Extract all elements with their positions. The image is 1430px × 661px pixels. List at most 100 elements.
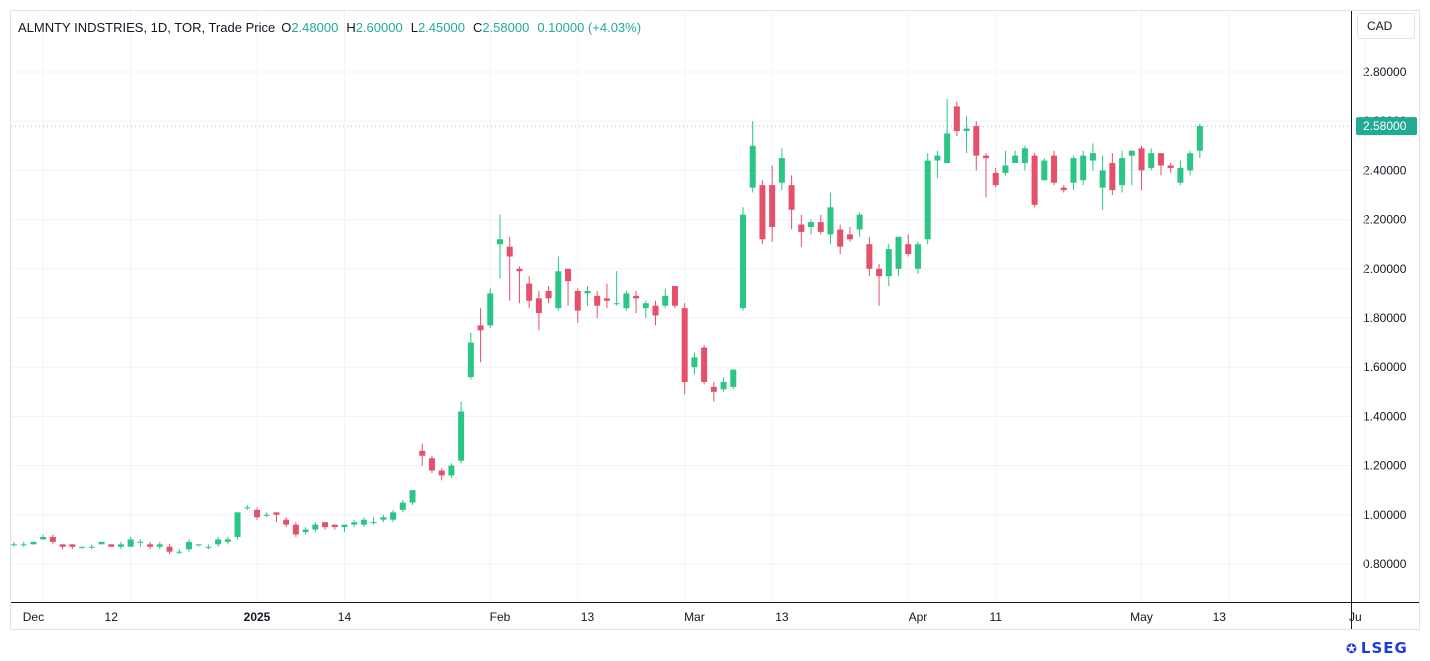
candle: [487, 288, 494, 328]
candle: [1196, 123, 1203, 159]
lseg-logo-text: LSEG: [1360, 639, 1408, 657]
candle: [166, 544, 173, 555]
candle: [254, 507, 260, 520]
candle: [1012, 150, 1019, 164]
close-label: C: [472, 20, 483, 35]
candle: [156, 541, 163, 550]
candle: [973, 121, 980, 171]
y-tick-label: 1.60000: [1363, 360, 1407, 374]
candle: [671, 286, 678, 309]
candle-body: [341, 524, 348, 528]
candle: [710, 381, 717, 402]
x-tick-label: Feb: [490, 610, 511, 624]
candle: [953, 101, 960, 136]
y-tick-label: 1.20000: [1363, 459, 1407, 473]
candle-body: [69, 544, 76, 547]
candle-body: [526, 283, 533, 301]
candle: [477, 308, 484, 363]
candle-body: [1109, 163, 1116, 191]
candle: [341, 524, 348, 533]
candle-body: [506, 246, 513, 257]
candle: [740, 207, 746, 311]
candle-body: [769, 185, 776, 227]
candle: [691, 352, 698, 375]
currency-button[interactable]: CAD: [1357, 13, 1415, 39]
candle: [283, 517, 290, 528]
candle: [1119, 150, 1126, 193]
candle: [1138, 145, 1145, 191]
candle-body: [438, 470, 445, 476]
candle-body: [759, 185, 766, 240]
candle-body: [817, 222, 824, 232]
candle-body: [730, 369, 737, 387]
candle-body: [594, 295, 601, 306]
y-tick-label: 2.20000: [1363, 213, 1407, 227]
candle-body: [419, 450, 426, 456]
candle: [1148, 148, 1155, 171]
candle-body: [360, 519, 367, 525]
candle: [234, 512, 241, 540]
x-tick-label: May: [1130, 610, 1153, 624]
candle: [924, 153, 931, 245]
candle-body: [312, 524, 319, 530]
candle-body: [147, 544, 154, 547]
candle-body: [428, 458, 435, 471]
candle: [769, 165, 776, 242]
candle-body: [487, 293, 494, 326]
candle-body: [681, 308, 688, 382]
candle-body: [117, 544, 124, 547]
candle: [428, 455, 435, 473]
candle-body: [399, 502, 406, 510]
candle: [963, 116, 970, 154]
candle: [642, 300, 649, 318]
high-label: H: [346, 20, 356, 35]
candle: [545, 286, 552, 304]
candle: [79, 546, 86, 550]
x-tick-label: 13: [775, 610, 789, 624]
candle-body: [953, 106, 960, 132]
candle: [817, 214, 824, 235]
candle: [419, 443, 426, 466]
candle-body: [691, 357, 698, 368]
candle: [837, 224, 844, 255]
open-value: 2.48000: [291, 20, 339, 35]
y-tick-label: 2.80000: [1363, 65, 1407, 79]
candle: [594, 290, 601, 318]
candle-body: [1060, 187, 1067, 191]
candle: [788, 175, 795, 230]
candle: [584, 286, 591, 306]
candle-body: [574, 290, 581, 311]
candle-body: [49, 536, 56, 542]
candle-body: [98, 541, 105, 545]
candle: [458, 401, 465, 464]
candle-body: [846, 234, 853, 240]
candle: [185, 539, 192, 552]
candle: [1099, 155, 1106, 210]
candle: [69, 544, 76, 550]
candle-body: [963, 128, 970, 132]
candle: [1041, 158, 1048, 181]
candle: [1060, 185, 1067, 193]
candle: [1089, 143, 1096, 171]
candle-body: [79, 546, 86, 548]
candle-body: [137, 541, 144, 543]
candle: [730, 369, 737, 390]
candle: [914, 241, 921, 274]
candle: [1177, 160, 1184, 186]
candle-body: [740, 214, 746, 309]
candle-body: [876, 268, 883, 277]
candle: [370, 517, 377, 525]
candle-body: [535, 298, 542, 314]
candle: [603, 283, 610, 309]
candle: [846, 226, 853, 242]
candle: [205, 544, 212, 550]
candle: [1128, 150, 1135, 186]
candle-body: [778, 158, 785, 183]
candle: [438, 468, 445, 481]
candle-body: [701, 347, 708, 382]
candle: [516, 266, 523, 304]
candle: [497, 214, 503, 279]
candle-body: [623, 293, 630, 309]
candle-body: [905, 244, 912, 255]
